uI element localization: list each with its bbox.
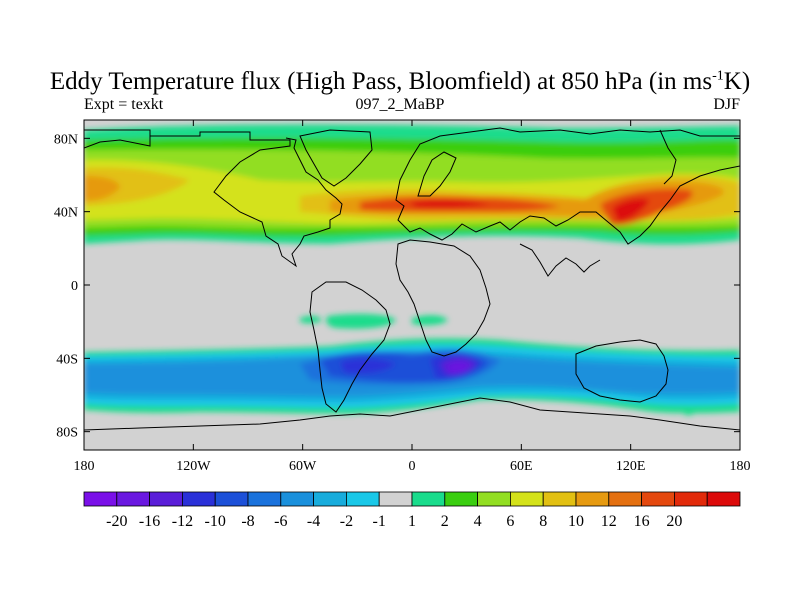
kamchatka-outline bbox=[659, 129, 677, 185]
colorbar-swatch bbox=[83, 491, 118, 507]
colorbar-label: -10 bbox=[205, 513, 226, 530]
colorbar-swatch bbox=[181, 491, 216, 507]
colorbar-label: 2 bbox=[441, 513, 449, 530]
colorbar-swatch bbox=[575, 491, 610, 507]
contour-field bbox=[84, 120, 740, 450]
colorbar-label: 16 bbox=[634, 513, 650, 530]
nh-band-12 bbox=[84, 176, 724, 217]
lat-tick-label: 80S bbox=[56, 426, 78, 441]
colorbar-swatch bbox=[313, 491, 347, 507]
colorbar-label: -4 bbox=[307, 513, 320, 530]
antarctica-outline bbox=[84, 397, 740, 431]
lon-tick-label: 0 bbox=[409, 459, 416, 474]
continent-outlines bbox=[84, 127, 740, 431]
colorbar-label: -6 bbox=[274, 513, 287, 530]
lat-tick-label: 40N bbox=[54, 206, 78, 221]
title-superscript: -1 bbox=[712, 68, 724, 84]
lat-tick-label: 80N bbox=[54, 132, 78, 147]
title-main: Eddy Temperature flux (High Pass, Bloomf… bbox=[49, 68, 713, 95]
colorbar-label: 20 bbox=[666, 513, 682, 530]
plot-title: Eddy Temperature flux (High Pass, Bloomf… bbox=[0, 68, 800, 96]
africa-outline bbox=[395, 239, 491, 357]
colorbar-swatch bbox=[674, 491, 708, 507]
lat-tick-label: 40S bbox=[56, 352, 78, 367]
south-america-outline bbox=[309, 281, 391, 413]
colorbar-swatch bbox=[345, 491, 380, 507]
sh-blob-atlantic bbox=[326, 313, 396, 329]
run-id-label: 097_2_MaBP bbox=[355, 96, 445, 113]
colorbar-label: 6 bbox=[506, 513, 514, 530]
colorbar-swatch bbox=[378, 491, 413, 507]
colorbar: -20 -16 -12 -10 -8 -6 -4 -2 -1 1 2 4 6 8 10 12 16 20 bbox=[83, 491, 741, 530]
greenland-outline bbox=[299, 129, 373, 187]
sh-blob-pacific bbox=[684, 407, 696, 416]
eurasia-outline bbox=[395, 127, 740, 245]
sh-band-16 bbox=[448, 362, 470, 373]
colorbar-label: 10 bbox=[568, 513, 584, 530]
colorbar-label: -20 bbox=[106, 513, 127, 530]
colorbar-label: 12 bbox=[601, 513, 617, 530]
colorbar-label: 4 bbox=[474, 513, 482, 530]
lat-tick-label: 0 bbox=[71, 279, 78, 294]
colorbar-swatch bbox=[116, 491, 151, 507]
lon-tick-label: 120W bbox=[176, 459, 211, 474]
india-outline bbox=[519, 243, 601, 277]
colorbar-swatch bbox=[509, 491, 544, 507]
colorbar-swatch bbox=[247, 491, 282, 507]
colorbar-label: 8 bbox=[539, 513, 547, 530]
nh-band-16 bbox=[360, 188, 693, 226]
colorbar-swatch bbox=[641, 491, 675, 507]
colorbar-swatch bbox=[608, 491, 642, 507]
lon-tick-label: 180 bbox=[730, 459, 751, 474]
colorbar-swatch bbox=[280, 491, 314, 507]
axis-ticks: 180 120W 60W 0 60E 120E 180 80N 40N 0 40S 80S bbox=[54, 120, 751, 474]
sh-blob-africa bbox=[412, 315, 448, 326]
sh-blob-west bbox=[300, 315, 322, 324]
colorbar-label: 1 bbox=[408, 513, 416, 530]
lon-tick-label: 180 bbox=[74, 459, 95, 474]
colorbar-swatch bbox=[149, 491, 183, 507]
colorbar-swatch bbox=[706, 491, 741, 507]
colorbar-label: -16 bbox=[139, 513, 160, 530]
colorbar-swatch bbox=[411, 491, 446, 507]
lon-tick-label: 60E bbox=[510, 459, 533, 474]
lon-tick-label: 60W bbox=[289, 459, 317, 474]
north-america-outline bbox=[84, 129, 343, 268]
lon-tick-label: 120E bbox=[616, 459, 646, 474]
colorbar-label: -12 bbox=[172, 513, 193, 530]
colorbar-swatch bbox=[477, 491, 511, 507]
colorbar-label: -1 bbox=[373, 513, 386, 530]
colorbar-label: -8 bbox=[241, 513, 254, 530]
scandinavia-outline bbox=[417, 151, 457, 197]
colorbar-swatch bbox=[542, 491, 577, 507]
colorbar-swatch bbox=[444, 491, 478, 507]
experiment-label: Expt = texkt bbox=[84, 96, 164, 113]
title-end: K) bbox=[723, 68, 751, 95]
season-label: DJF bbox=[713, 96, 740, 113]
australia-outline bbox=[575, 339, 669, 403]
alaska-outline bbox=[84, 136, 151, 149]
nh-band-20 bbox=[410, 198, 650, 222]
colorbar-label: -2 bbox=[340, 513, 353, 530]
colorbar-swatch bbox=[214, 491, 249, 507]
